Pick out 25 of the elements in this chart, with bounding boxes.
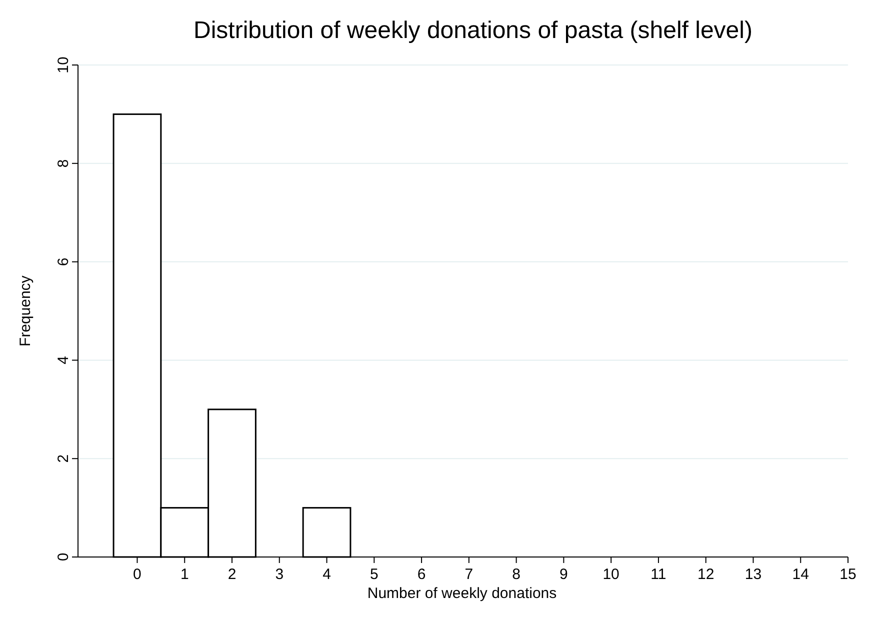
x-tick-label: 2 <box>228 566 236 583</box>
x-tick-label: 11 <box>650 566 666 583</box>
x-tick-label: 1 <box>180 566 189 583</box>
y-tick-label: 2 <box>55 454 72 463</box>
x-tick-label: 14 <box>792 566 809 583</box>
y-axis-title: Frequency <box>17 275 34 346</box>
x-tick-label: 0 <box>133 566 142 583</box>
y-tick-label: 6 <box>55 258 72 266</box>
x-tick-label: 15 <box>840 566 856 583</box>
x-tick-label: 10 <box>602 566 620 583</box>
x-tick-label: 4 <box>322 566 331 583</box>
y-tick-label: 0 <box>55 552 72 562</box>
x-tick-label: 8 <box>512 566 520 583</box>
chart-title: Distribution of weekly donations of pasta (shelf level) <box>194 17 752 44</box>
x-tick-label: 13 <box>744 566 762 583</box>
x-tick-label: 6 <box>417 566 426 583</box>
x-tick-label: 12 <box>698 566 714 583</box>
y-tick-label: 8 <box>55 159 72 168</box>
x-tick-label: 9 <box>560 566 568 583</box>
x-tick-label: 5 <box>370 566 378 583</box>
x-tick-label: 7 <box>464 566 474 583</box>
y-tick-label: 4 <box>55 356 72 364</box>
x-tick-label: 3 <box>275 566 284 583</box>
y-tick-label: 10 <box>55 56 72 74</box>
x-axis-title: Number of weekly donations <box>367 585 557 602</box>
